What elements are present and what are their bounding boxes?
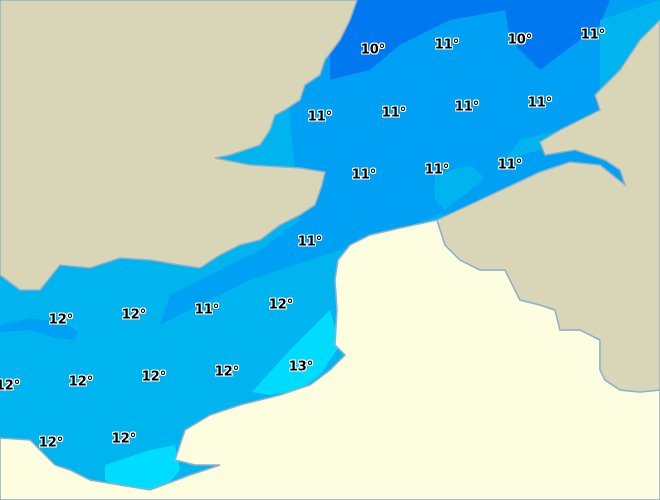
temperature-label: 11° bbox=[580, 27, 606, 43]
sea-10-zone bbox=[330, 0, 610, 80]
temperature-label: 12° bbox=[121, 307, 147, 323]
temperature-label: 12° bbox=[68, 374, 94, 390]
temperature-label: 12° bbox=[141, 369, 167, 385]
temperature-label: 12° bbox=[0, 378, 21, 394]
temperature-label: 12° bbox=[214, 364, 240, 380]
temperature-label: 12° bbox=[111, 431, 137, 447]
temperature-label: 11° bbox=[434, 37, 460, 53]
temperature-label: 11° bbox=[454, 99, 480, 115]
temperature-label: 11° bbox=[307, 109, 333, 125]
temperature-label: 10° bbox=[360, 42, 386, 58]
land-belgium-netherlands bbox=[436, 18, 660, 393]
temperature-label: 11° bbox=[297, 234, 323, 250]
temperature-label: 12° bbox=[38, 435, 64, 451]
temperature-label: 10° bbox=[507, 32, 533, 48]
temperature-label: 11° bbox=[194, 302, 220, 318]
temperature-label: 12° bbox=[268, 297, 294, 313]
land-uk bbox=[0, 0, 358, 291]
sea-13-patch bbox=[105, 445, 180, 495]
temperature-label: 11° bbox=[497, 157, 523, 173]
sea-13-zone bbox=[252, 310, 340, 395]
temperature-label: 11° bbox=[527, 95, 553, 111]
sea-11-patch bbox=[0, 318, 78, 340]
temperature-label: 13° bbox=[288, 359, 314, 375]
temperature-label: 11° bbox=[381, 105, 407, 121]
sea-12-patch-mid bbox=[435, 165, 485, 210]
temperature-label: 11° bbox=[351, 167, 377, 183]
temperature-label: 12° bbox=[48, 312, 74, 328]
temperature-label: 11° bbox=[424, 162, 450, 178]
sea-11-zone bbox=[160, 0, 660, 325]
sea-12-patch-east bbox=[505, 0, 660, 160]
